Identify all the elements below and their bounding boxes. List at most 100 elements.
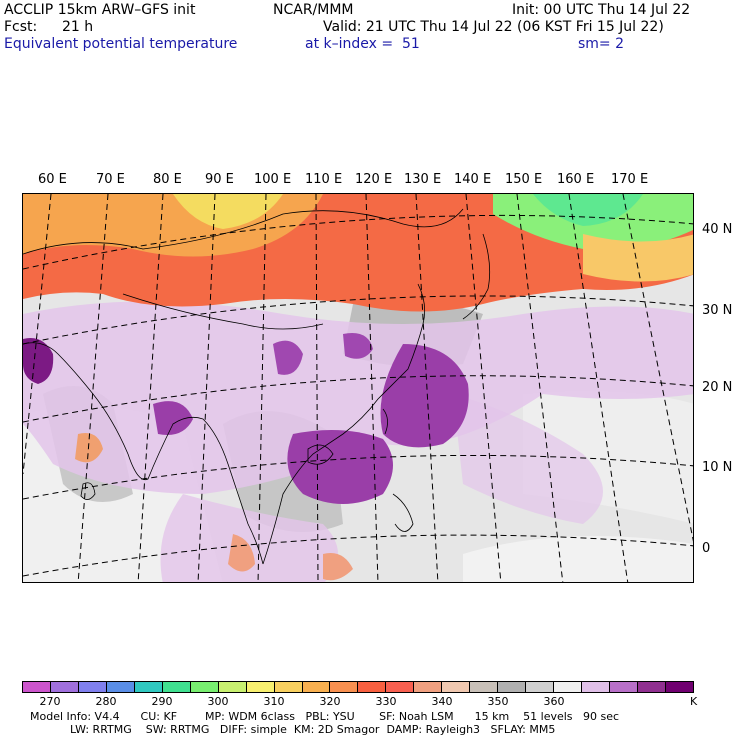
purple-maximum-arabia (23, 338, 54, 384)
border-himalaya (122, 293, 324, 330)
meridian-110e (315, 194, 319, 582)
colorbar-label: 280 (95, 695, 117, 708)
forecast-label: Fcst: (4, 19, 38, 35)
colorbar-swatch (218, 682, 247, 692)
lon-label-60e: 60 E (38, 172, 67, 187)
colorbar-unit: K (690, 695, 698, 708)
colorbar-swatch (358, 682, 387, 692)
colorbar-swatch (582, 682, 611, 692)
colorbar-swatch (386, 682, 415, 692)
orange-patch-borneo (323, 553, 353, 581)
forecast-hour: 21 h (62, 19, 94, 35)
colorbar-swatch (470, 682, 499, 692)
purple-maximum-philippine-sea (380, 344, 469, 448)
lat-label-10n: 10 N (702, 460, 733, 475)
coastline-japan (462, 233, 491, 320)
model-info-line-1: Model Info: V4.4 CU: KF MP: WDM 6class P… (30, 710, 620, 723)
meridian-150e (516, 194, 564, 582)
orange-patch-malaysia (228, 534, 255, 572)
colorbar-swatch (134, 682, 163, 692)
teal-region-okhotsk (533, 194, 643, 226)
yellow-region-kazakhstan (173, 194, 283, 229)
colorbar-swatch (414, 682, 443, 692)
lat-label-20n: 20 N (702, 380, 733, 395)
parallel-40n (23, 214, 693, 270)
colorbar-label: 360 (543, 695, 565, 708)
meridian-60e (23, 194, 52, 475)
level-label: at k–index = 51 (305, 36, 420, 52)
lon-label-170e: 170 E (611, 172, 649, 187)
colorbar-swatch (554, 682, 583, 692)
purple-maximum-bay-of-bengal (153, 401, 193, 435)
colorbar-swatch (610, 682, 638, 692)
graticule-parallels (23, 214, 693, 577)
colorbar-swatch (23, 682, 51, 692)
colorbar-swatch (442, 682, 471, 692)
border-northern (23, 208, 464, 255)
colorbar-swatch (190, 682, 219, 692)
purple-spot-tibet (273, 340, 303, 375)
lilac-western-pacific (453, 394, 603, 524)
colorbar-swatch (246, 682, 275, 692)
orange-patch-india-coast (75, 433, 103, 463)
lon-label-160e: 160 E (557, 172, 595, 187)
field-name: Equivalent potential temperature (4, 36, 238, 52)
lilac-tropical-band (23, 301, 693, 494)
colorbar-label: 330 (375, 695, 397, 708)
colorbar-label: 340 (431, 695, 453, 708)
coastline-philippines (392, 493, 414, 532)
colorbar-swatch (162, 682, 191, 692)
meridian-70e (77, 194, 109, 582)
coastline-hainan (307, 444, 334, 465)
meridian-170e (622, 194, 693, 542)
coastline-east-asia (262, 283, 426, 565)
init-time: Init: 00 UTC Thu 14 Jul 22 (512, 2, 691, 18)
map-panel (22, 193, 694, 583)
colorbar-label: 350 (487, 695, 509, 708)
coastline-south-asia (23, 342, 264, 565)
organization-label: NCAR/MMM (273, 2, 354, 18)
lon-label-80e: 80 E (153, 172, 182, 187)
meridian-140e (465, 194, 502, 582)
colorbar-swatch (50, 682, 79, 692)
colorbar-swatch (637, 682, 666, 692)
colorbar-swatch (498, 682, 527, 692)
colorbar-swatch (330, 682, 359, 692)
lon-label-90e: 90 E (205, 172, 234, 187)
lat-label-30n: 30 N (702, 303, 733, 318)
lon-label-150e: 150 E (505, 172, 543, 187)
purple-maximum-south-china-sea (287, 430, 393, 504)
lon-label-110e: 110 E (305, 172, 343, 187)
lat-label-0: 0 (702, 541, 711, 556)
colorbar-label: 310 (263, 695, 285, 708)
colorbar-swatch (78, 682, 107, 692)
coastlines (23, 208, 491, 565)
colorbar-label: 270 (39, 695, 61, 708)
orange-region-northwest-pacific (583, 234, 693, 282)
purple-spot-china (343, 333, 373, 359)
colorbar-swatch (106, 682, 135, 692)
meridian-100e (257, 194, 267, 582)
meridian-80e (137, 194, 164, 582)
colorbar-swatch (526, 682, 555, 692)
meridian-90e (197, 194, 216, 582)
colorbar-swatch (665, 682, 693, 692)
colorbar (22, 681, 694, 693)
lon-label-120e: 120 E (355, 172, 393, 187)
smoothing-label: sm= 2 (578, 36, 625, 52)
coastline-taiwan (382, 408, 388, 435)
meridian-120e (365, 194, 379, 582)
valid-time: Valid: 21 UTC Thu 14 Jul 22 (06 KST Fri … (323, 19, 664, 35)
model-info-line-2: LW: RRTMG SW: RRTMG DIFF: simple KM: 2D … (70, 723, 556, 736)
colorbar-label: 290 (151, 695, 173, 708)
meridian-160e (568, 194, 629, 582)
meridian-130e (415, 194, 439, 582)
lilac-bay-of-bengal (160, 494, 338, 582)
coastline-sri-lanka (80, 482, 96, 500)
lat-label-40n: 40 N (702, 222, 733, 237)
colorbar-swatch (302, 682, 331, 692)
map-canvas (23, 194, 693, 582)
lon-label-70e: 70 E (96, 172, 125, 187)
colorbar-label: 320 (319, 695, 341, 708)
graticule-meridians (23, 194, 693, 582)
